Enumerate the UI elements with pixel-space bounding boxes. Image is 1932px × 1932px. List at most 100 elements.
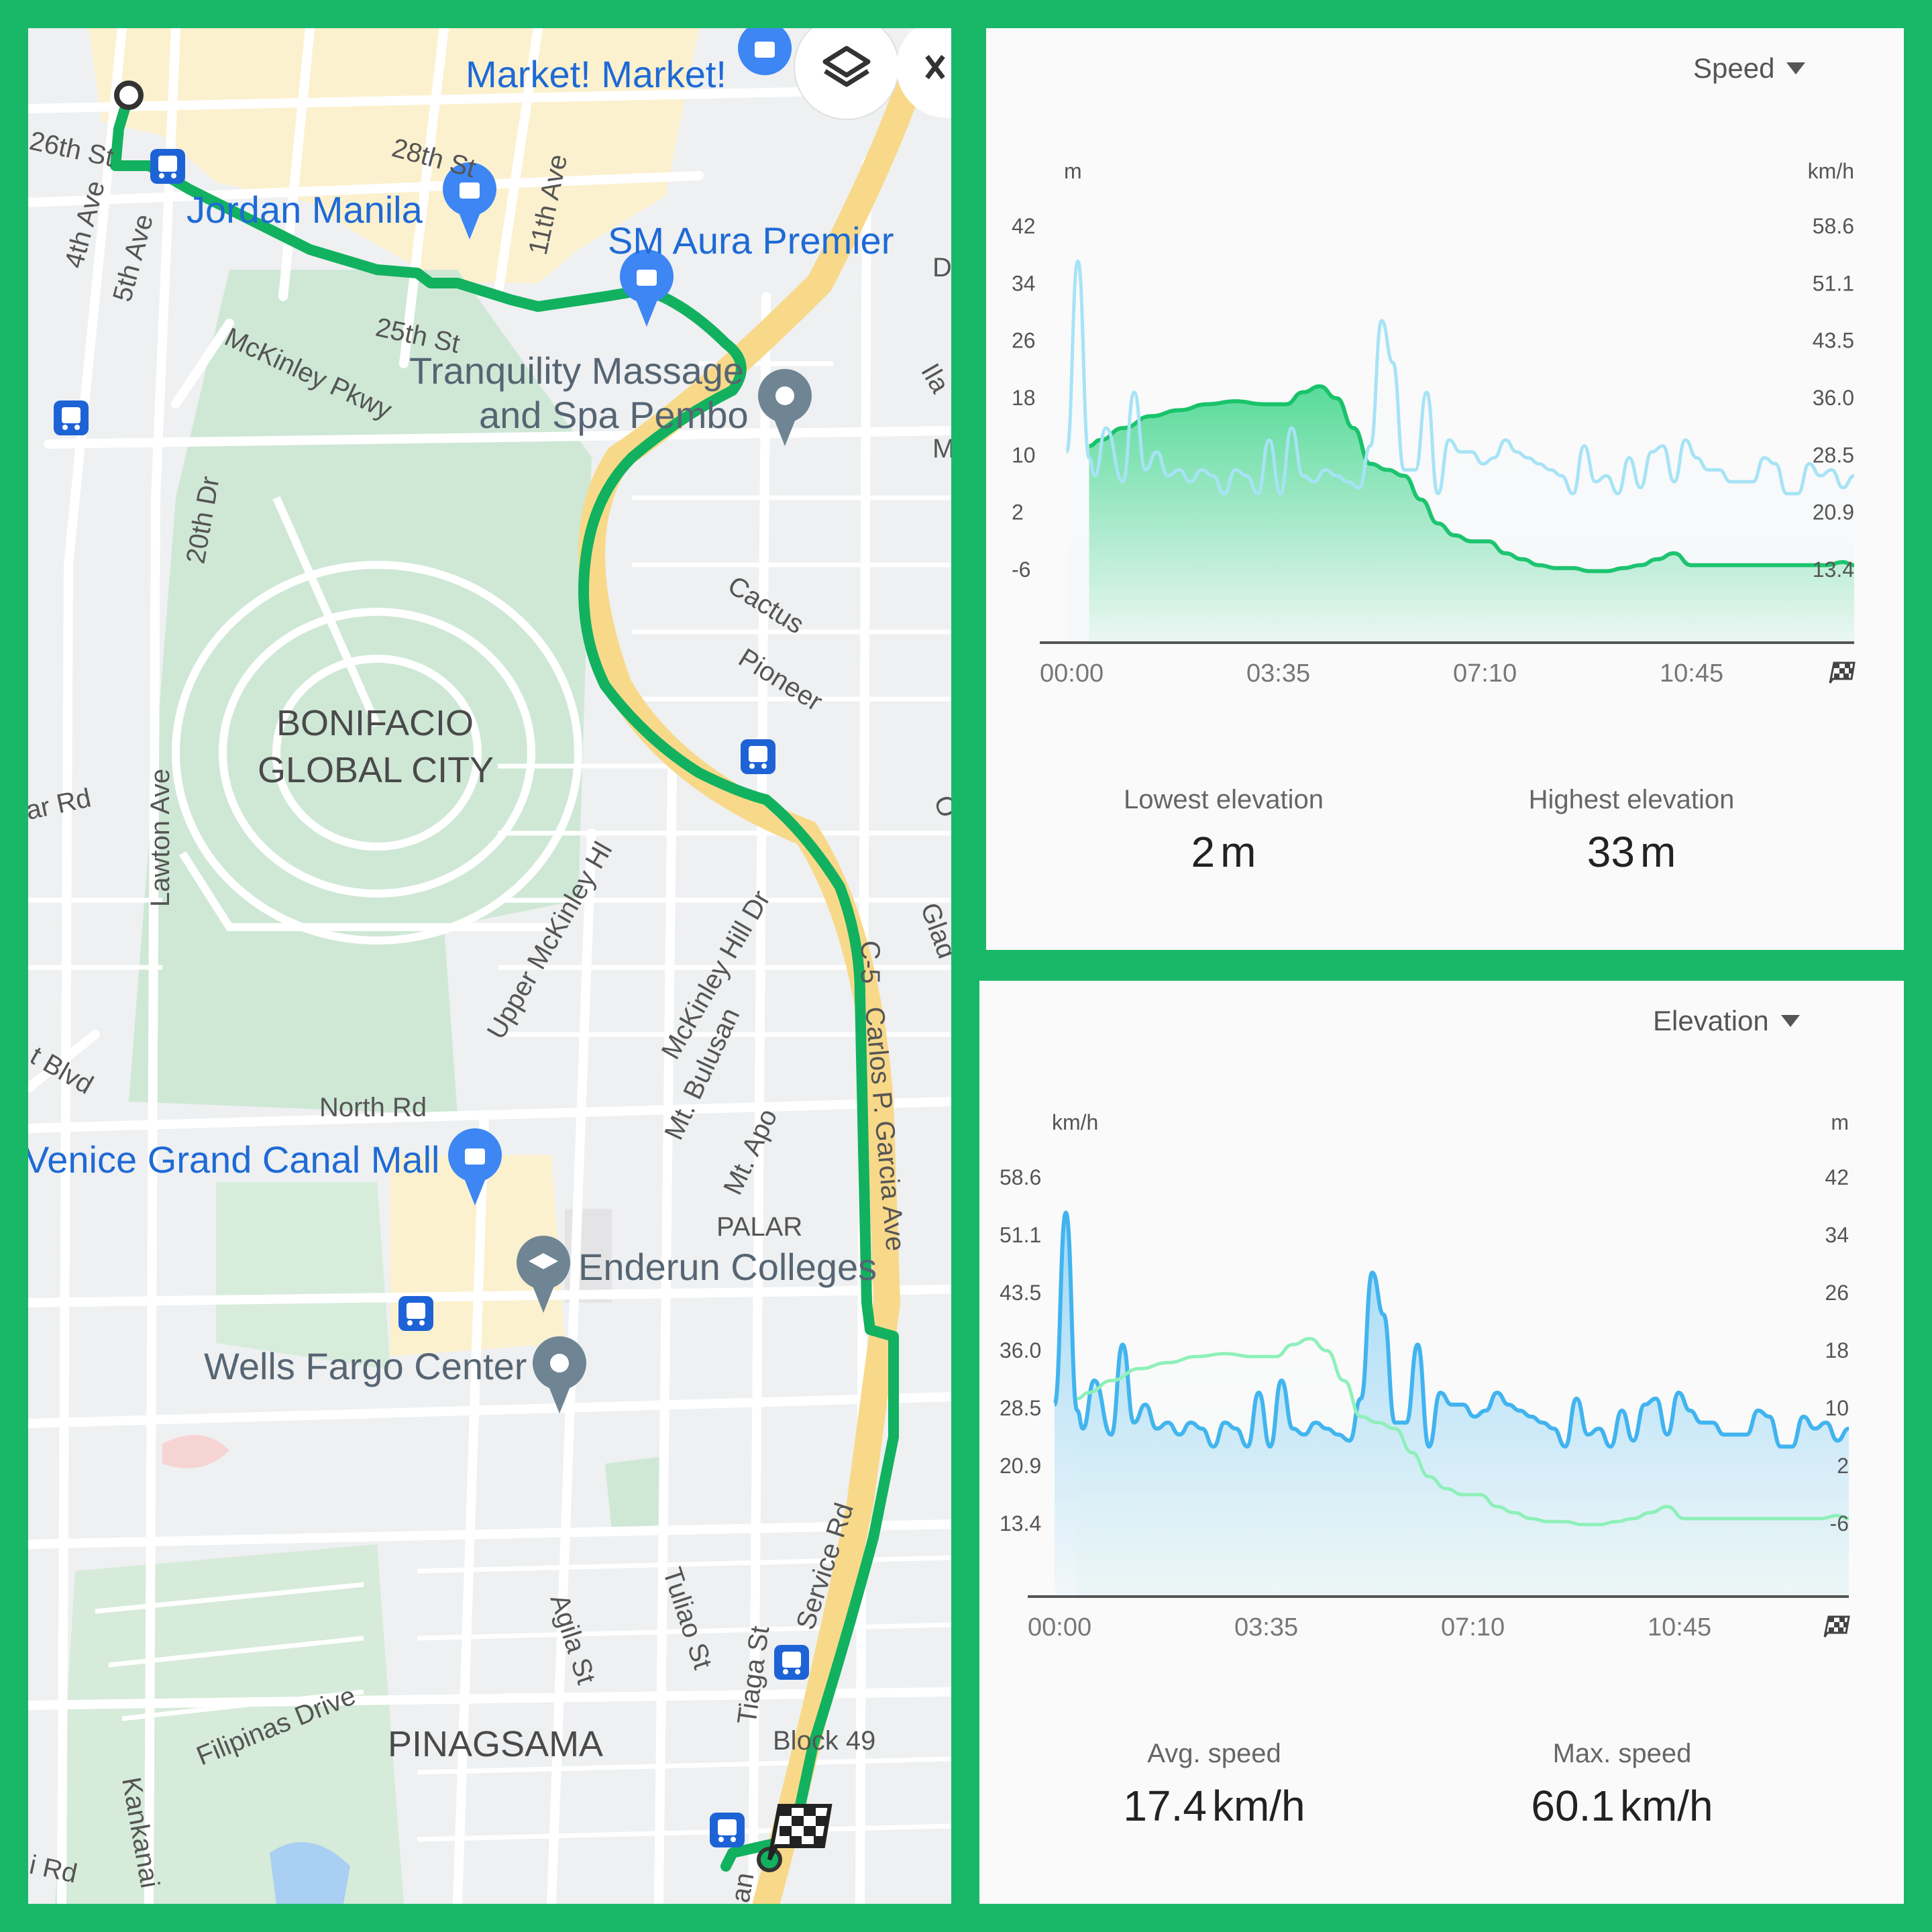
map-label-bgc-2: GLOBAL CITY (258, 750, 494, 790)
dropdown-label: Elevation (1653, 1005, 1769, 1036)
place-pin-icon[interactable] (758, 369, 812, 446)
series-line-1 (1065, 259, 1855, 496)
finish-flag-icon[interactable] (767, 1804, 833, 1861)
stat-highest-elevation: Highest elevation 33 m (1444, 785, 1819, 877)
left-tick-label: 34 (1012, 271, 1036, 295)
series-area-1 (1077, 1338, 1849, 1597)
street-ar-rd: ar Rd (28, 783, 94, 825)
school-pin-icon[interactable] (517, 1236, 570, 1313)
right-tick-label: 18 (1825, 1338, 1849, 1362)
series-line-1 (1077, 1336, 1849, 1527)
stat-max-speed: Max. speed 60.1 km/h (1434, 1739, 1810, 1831)
street-edge-ila: Ila (915, 359, 951, 398)
left-tick-label: 58.6 (1000, 1165, 1041, 1189)
layers-button[interactable] (794, 28, 900, 120)
street-pioneer: Pioneer (733, 643, 827, 716)
chevron-down-icon (1786, 62, 1806, 74)
speed-chart[interactable]: m km/h 42 34 26 18 10 2 -6 58.6 51.1 43.5 36.0 28.5 20… (986, 28, 1904, 726)
stat-value: 60.1 km/h (1531, 1782, 1713, 1830)
street-lawton: Lawton Ave (146, 769, 175, 907)
street-agila: Agila St (544, 1591, 600, 1688)
x-tick-label: 07:10 (1453, 659, 1517, 688)
left-tick-label: 36.0 (1000, 1338, 1041, 1362)
street-26th: 26th St (28, 126, 116, 172)
left-tick-label: 18 (1012, 386, 1036, 410)
chevron-down-icon (1780, 1015, 1800, 1027)
shopping-pin-icon[interactable] (620, 250, 674, 327)
map-view[interactable]: Market! Market! Jordan Manila SM Aura Pr… (28, 28, 951, 1904)
left-tick-label: 13.4 (1000, 1511, 1041, 1536)
shopping-pin-icon[interactable] (443, 162, 496, 239)
right-tick-label: 58.6 (1813, 214, 1854, 238)
right-tick-label: 34 (1825, 1223, 1849, 1247)
right-tick-label: -6 (1830, 1511, 1849, 1536)
left-axis-unit: km/h (1052, 1110, 1098, 1134)
stat-label: Max. speed (1552, 1739, 1692, 1768)
left-tick-label: 51.1 (1000, 1223, 1041, 1247)
route-start-marker[interactable] (114, 80, 144, 110)
stat-value: 17.4 km/h (1123, 1782, 1305, 1830)
close-button[interactable] (896, 28, 951, 118)
map-label-jordan: Jordan Manila (186, 189, 423, 231)
left-tick-label: 20.9 (1000, 1454, 1041, 1478)
map-label-bgc-1: BONIFACIO (276, 703, 474, 743)
left-tick-label: 43.5 (1000, 1281, 1041, 1305)
x-tick-label: 00:00 (1028, 1613, 1091, 1642)
close-icon (925, 54, 945, 80)
map-label-enderun: Enderun Colleges (578, 1246, 877, 1288)
speed-chart-panel: Speed m km/h 42 34 26 18 10 2 -6 58.6 51.1 43.5 36.0… (986, 28, 1904, 950)
map-label-tranquility-2: and Spa Pembo (479, 394, 749, 436)
right-tick-label: 2 (1837, 1454, 1849, 1478)
map-canvas[interactable]: Market! Market! Jordan Manila SM Aura Pr… (28, 28, 951, 1904)
left-tick-label: 2 (1012, 500, 1024, 525)
map-label-wells: Wells Fargo Center (204, 1345, 527, 1387)
checkered-flag-icon (1829, 661, 1856, 684)
x-tick-label: 00:00 (1040, 659, 1104, 688)
right-tick-label: 26 (1825, 1281, 1849, 1305)
place-pin-icon[interactable] (533, 1336, 586, 1413)
bus-stop-icon[interactable] (710, 1813, 745, 1847)
right-tick-label: 36.0 (1813, 386, 1854, 410)
chart-metric-dropdown[interactable]: Speed (1693, 52, 1806, 85)
elevation-chart[interactable]: km/h m 58.6 51.1 43.5 36.0 28.5 20.9 13.4 42 34 26 1… (979, 981, 1904, 1678)
bus-stop-icon[interactable] (774, 1645, 809, 1680)
left-tick-label: 28.5 (1000, 1396, 1041, 1420)
route-path (110, 90, 899, 1872)
chart-metric-dropdown[interactable]: Elevation (1653, 1005, 1800, 1037)
street-c5: C-5 (855, 941, 885, 983)
left-tick-label: 26 (1012, 329, 1036, 353)
street-north-rd: North Rd (319, 1093, 427, 1122)
right-tick-label: 42 (1825, 1165, 1849, 1189)
stat-avg-speed: Avg. speed 17.4 km/h (1026, 1739, 1402, 1831)
map-label-venice: Venice Grand Canal Mall (28, 1138, 439, 1181)
left-axis-unit: m (1064, 159, 1082, 183)
street-an: an (726, 1870, 760, 1904)
bus-stop-icon[interactable] (398, 1296, 433, 1331)
street-edge-d: D (932, 253, 951, 282)
shopping-pin-icon[interactable] (448, 1128, 502, 1205)
right-axis-unit: km/h (1808, 159, 1854, 183)
street-edge-m: M (932, 434, 951, 464)
left-tick-label: 10 (1012, 443, 1036, 467)
bus-stop-icon[interactable] (150, 149, 185, 184)
stat-label: Lowest elevation (1124, 785, 1324, 814)
left-tick-label: 42 (1012, 214, 1036, 238)
shopping-pin-icon[interactable] (738, 28, 792, 89)
bus-stop-icon[interactable] (741, 739, 775, 774)
street-edge-glad: Glad (915, 899, 951, 962)
stat-label: Highest elevation (1528, 785, 1735, 814)
right-tick-label: 10 (1825, 1396, 1849, 1420)
bus-stop-icon[interactable] (54, 400, 89, 435)
x-tick-label: 03:35 (1234, 1613, 1298, 1642)
right-tick-label: 20.9 (1813, 500, 1854, 525)
map-label-block49: Block 49 (773, 1726, 875, 1756)
right-tick-label: 28.5 (1813, 443, 1854, 467)
street-mt-apo: Mt. Apo (718, 1104, 783, 1199)
series-area-1 (1067, 261, 1854, 643)
street-tiaga: Tiaga St (732, 1624, 775, 1726)
street-edge-o: O (928, 792, 951, 821)
right-tick-label: 43.5 (1813, 329, 1854, 353)
stat-value: 33 m (1587, 828, 1676, 876)
x-tick-label: 07:10 (1441, 1613, 1505, 1642)
